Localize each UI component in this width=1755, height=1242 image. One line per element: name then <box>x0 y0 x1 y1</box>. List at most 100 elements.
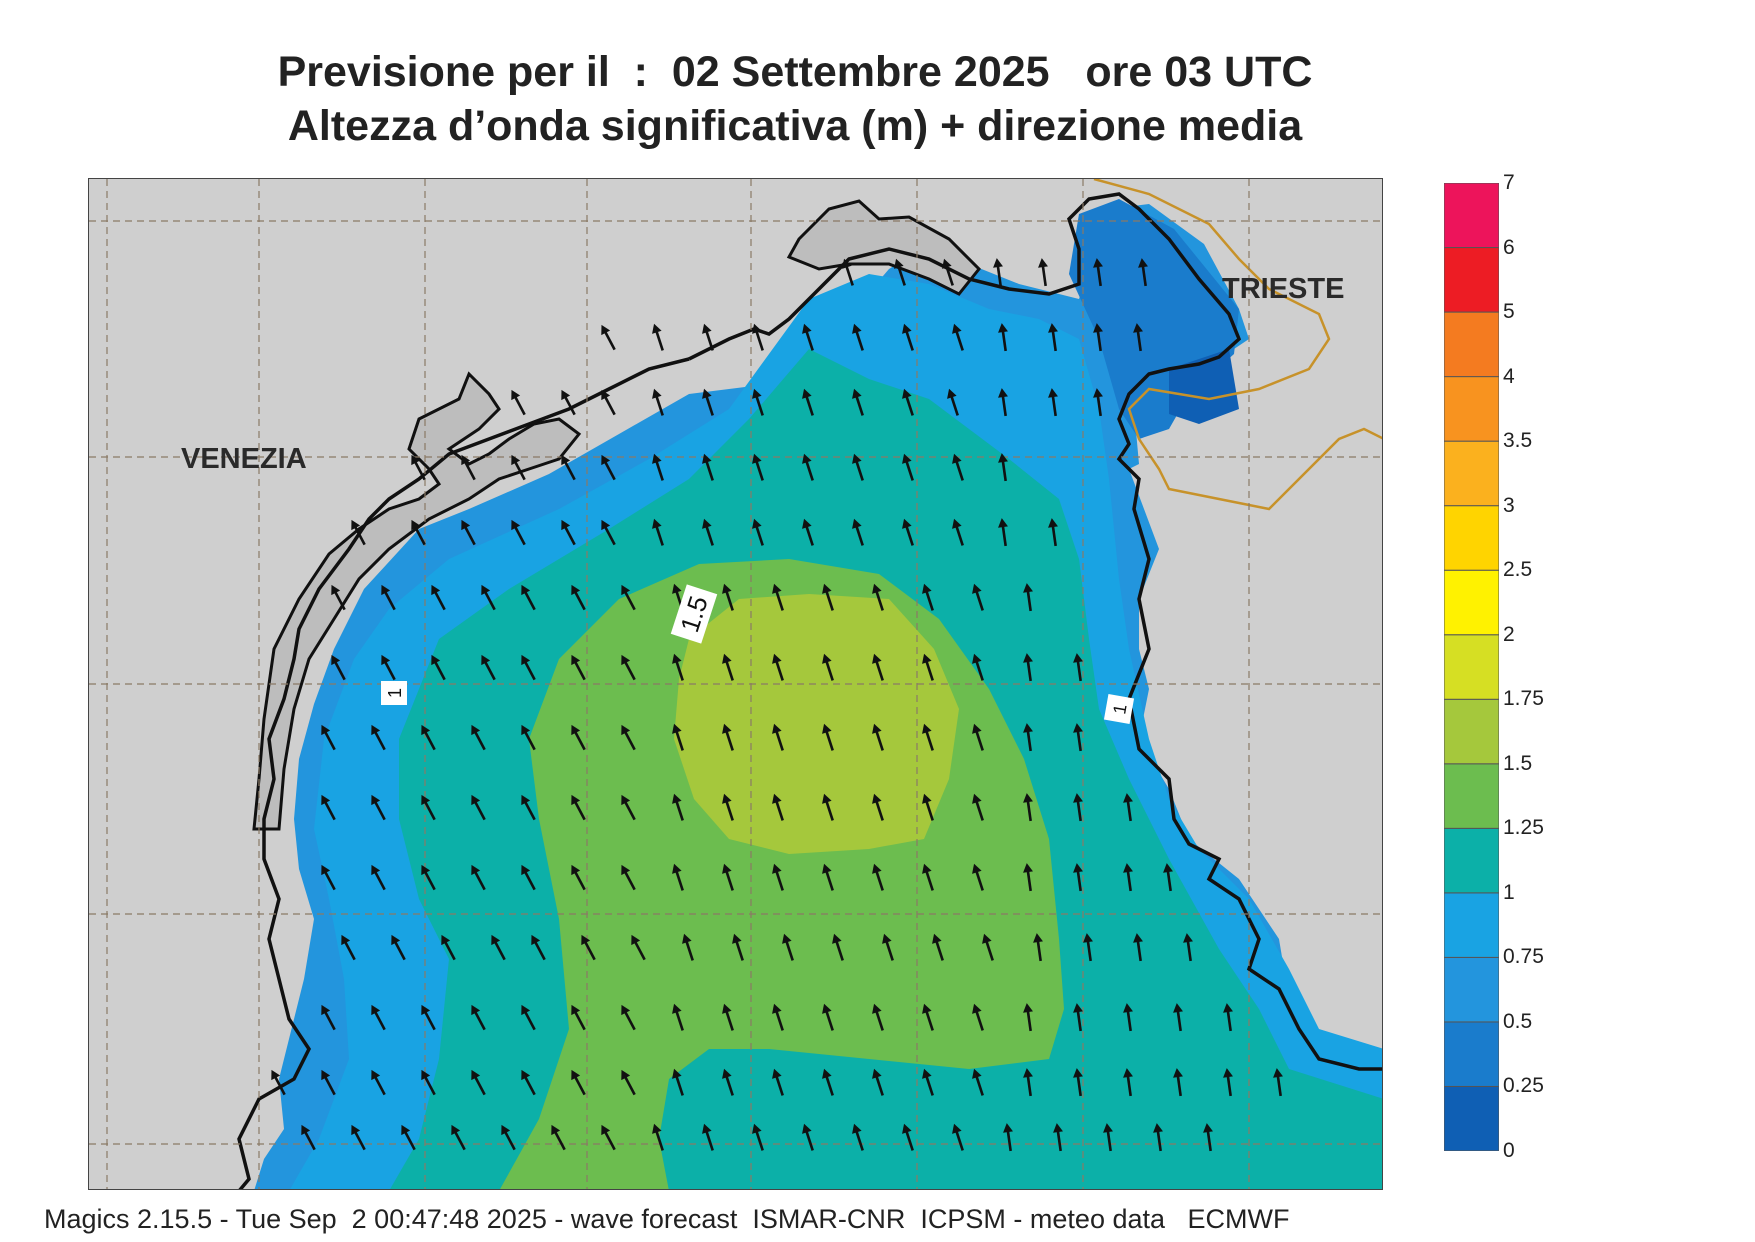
direction-arrow <box>972 583 984 611</box>
direction-arrow <box>952 453 964 481</box>
city-label-venezia: VENEZIA <box>181 443 307 475</box>
direction-arrow <box>451 1124 466 1151</box>
direction-arrow <box>1123 1003 1133 1032</box>
direction-arrow <box>822 1068 834 1096</box>
legend-swatch <box>1444 1085 1499 1151</box>
direction-arrow <box>371 864 386 891</box>
direction-arrow <box>1153 1123 1163 1152</box>
direction-arrow <box>682 933 694 961</box>
direction-arrow <box>351 519 366 546</box>
direction-arrow <box>702 1123 714 1151</box>
direction-arrow <box>772 723 784 751</box>
direction-arrow <box>902 518 914 546</box>
direction-arrow <box>1183 933 1193 962</box>
legend-swatch <box>1444 183 1499 249</box>
direction-arrow <box>772 793 784 821</box>
direction-arrow <box>882 933 894 961</box>
direction-arrow <box>902 323 914 351</box>
direction-arrow <box>271 1069 286 1096</box>
direction-arrow <box>1023 1068 1033 1097</box>
direction-arrow <box>421 1004 436 1031</box>
map-title: Previsione per il : 02 Settembre 2025 or… <box>277 48 1313 96</box>
direction-arrow <box>772 583 784 611</box>
direction-arrow <box>894 258 906 286</box>
direction-arrow <box>993 258 1003 287</box>
direction-arrow <box>1048 518 1058 547</box>
direction-arrow <box>621 1069 636 1096</box>
direction-arrow <box>1173 1068 1183 1097</box>
direction-arrow <box>998 323 1008 352</box>
legend-swatch <box>1444 634 1499 700</box>
map-canvas: 1.5 1 1 <box>89 179 1382 1189</box>
contour-label-1-west: 1 <box>381 681 407 705</box>
direction-arrow <box>922 863 934 891</box>
direction-arrow <box>922 583 934 611</box>
direction-arrow <box>521 1069 536 1096</box>
direction-arrow <box>902 453 914 481</box>
direction-arrow <box>702 323 714 351</box>
direction-arrow <box>501 1124 516 1151</box>
direction-arrow <box>1138 258 1148 287</box>
direction-arrow <box>672 1003 684 1031</box>
legend-swatch <box>1444 827 1499 894</box>
direction-arrow <box>982 933 994 961</box>
direction-arrow <box>1023 793 1033 822</box>
legend-tick-label: 6 <box>1503 235 1515 259</box>
svg-text:1: 1 <box>1109 703 1130 716</box>
direction-arrow <box>672 723 684 751</box>
direction-arrow <box>601 1124 616 1151</box>
direction-arrow <box>431 654 446 681</box>
legend-tick-label: 1.75 <box>1503 687 1544 711</box>
legend-tick-label: 3.5 <box>1503 429 1533 453</box>
legend-tick-label: 0 <box>1503 1139 1515 1162</box>
direction-arrow <box>972 653 984 681</box>
direction-arrow <box>802 388 814 416</box>
direction-arrow <box>631 934 646 961</box>
direction-arrow <box>1173 1003 1183 1032</box>
direction-arrow <box>947 388 959 416</box>
color-legend <box>1444 183 1499 1151</box>
direction-arrow <box>471 724 486 751</box>
direction-arrow <box>511 454 526 481</box>
direction-arrow <box>672 793 684 821</box>
direction-arrow <box>822 653 834 681</box>
direction-arrow <box>852 518 864 546</box>
direction-arrow <box>1163 863 1173 892</box>
direction-arrow <box>421 864 436 891</box>
direction-arrow <box>441 934 456 961</box>
direction-arrow <box>571 1004 586 1031</box>
direction-arrow <box>822 863 834 891</box>
direction-arrow <box>852 323 864 351</box>
direction-arrow <box>571 794 586 821</box>
direction-arrow <box>1053 1123 1063 1152</box>
direction-arrow <box>752 323 764 351</box>
direction-arrow <box>601 389 616 416</box>
direction-arrow <box>902 388 914 416</box>
direction-arrow <box>922 1068 934 1096</box>
direction-arrow <box>521 1004 536 1031</box>
direction-arrow <box>972 1068 984 1096</box>
direction-arrow <box>1093 258 1103 287</box>
direction-arrow <box>621 584 636 611</box>
direction-arrow <box>998 453 1008 482</box>
legend-swatch <box>1444 763 1499 829</box>
legend-tick-label: 3 <box>1503 493 1515 517</box>
direction-arrow <box>702 518 714 546</box>
direction-arrow <box>581 934 596 961</box>
direction-arrow <box>421 724 436 751</box>
direction-arrow <box>601 324 616 351</box>
wave-height-map: 1.5 1 1 VENEZIA TRIESTE <box>88 178 1383 1190</box>
direction-arrow <box>922 723 934 751</box>
direction-arrow <box>772 653 784 681</box>
direction-arrow <box>571 724 586 751</box>
direction-arrow <box>998 388 1008 417</box>
direction-arrow <box>471 1004 486 1031</box>
direction-arrow <box>621 1004 636 1031</box>
direction-arrow <box>1073 1068 1083 1097</box>
direction-arrow <box>952 518 964 546</box>
legend-tick-label: 1 <box>1503 880 1515 904</box>
direction-arrow <box>922 1003 934 1031</box>
direction-arrow <box>1038 258 1048 287</box>
direction-arrow <box>822 793 834 821</box>
direction-arrow <box>521 724 536 751</box>
